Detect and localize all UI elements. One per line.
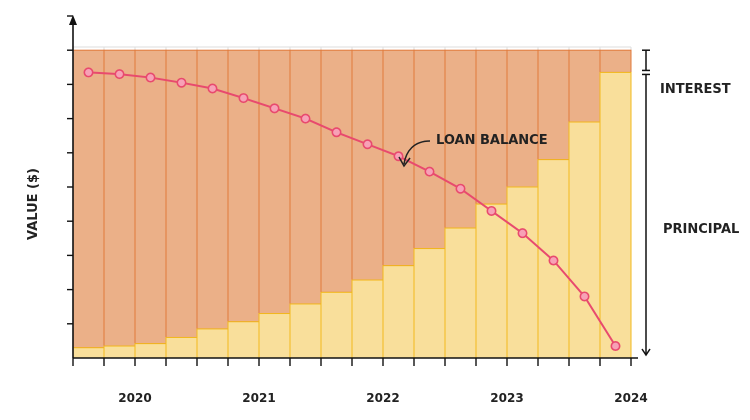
interest-bar <box>568 49 601 123</box>
interest-bar <box>444 49 477 229</box>
principal-bar <box>351 279 384 359</box>
interest-label: INTEREST <box>660 82 731 97</box>
interest-bar <box>72 49 105 349</box>
loan-balance-point <box>269 103 280 114</box>
interest-bar <box>289 49 322 305</box>
loan-balance-point <box>114 69 125 80</box>
x-tick-label: 2020 <box>118 391 151 405</box>
loan-balance-arrow <box>403 140 431 165</box>
interest-bar <box>165 49 198 338</box>
loan-balance-point <box>176 77 187 88</box>
loan-balance-point <box>300 113 311 124</box>
loan-balance-label: LOAN BALANCE <box>436 133 548 148</box>
y-axis-arrowhead <box>69 15 77 25</box>
interest-bar <box>475 49 508 205</box>
loan-balance-point <box>548 255 559 266</box>
loan-balance-point <box>362 139 373 150</box>
bars-layer <box>72 49 632 359</box>
loan-balance-point <box>393 151 404 162</box>
x-tick-label: 2023 <box>490 391 523 405</box>
principal-bar <box>196 328 229 359</box>
loan-balance-line <box>88 71 617 347</box>
principal-bar <box>103 345 136 359</box>
loan-balance-point <box>331 127 342 138</box>
loan-balance-point <box>238 93 249 104</box>
principal-bar <box>165 336 198 359</box>
axes-layer <box>67 15 651 366</box>
x-tick-label: 2022 <box>366 391 399 405</box>
interest-bar <box>134 49 167 345</box>
principal-bar <box>134 343 167 359</box>
interest-bar <box>413 49 446 250</box>
interest-bar <box>196 49 229 330</box>
interest-bar <box>227 49 260 323</box>
loan-balance-point <box>207 83 218 94</box>
loan-balance-point <box>83 67 94 78</box>
principal-bar <box>227 321 260 359</box>
loan-balance-point <box>610 341 621 352</box>
x-tick-labels: 2020 2021 2022 2023 2024 <box>118 391 647 405</box>
principal-bar <box>568 121 601 359</box>
principal-bar <box>444 227 477 359</box>
y-axis-label: VALUE ($) <box>26 168 41 240</box>
principal-bar <box>72 347 105 359</box>
x-tick-label: 2021 <box>242 391 275 405</box>
interest-bar <box>599 49 632 73</box>
loan-balance-point <box>579 291 590 302</box>
interest-bar <box>506 49 539 188</box>
loan-balance-point <box>424 166 435 177</box>
principal-bar <box>506 186 539 359</box>
principal-bar <box>320 291 353 359</box>
principal-bar <box>258 313 291 359</box>
interest-bar <box>320 49 353 293</box>
loan-balance-point <box>517 228 528 239</box>
principal-bar <box>289 303 322 359</box>
loan-balance-point <box>145 72 156 83</box>
principal-bar <box>382 265 415 359</box>
principal-bracket-arrow <box>641 348 651 357</box>
x-tick-label: 2024 <box>614 391 647 405</box>
interest-bar <box>351 49 384 281</box>
principal-bar <box>599 71 632 359</box>
balance-line-layer <box>83 67 621 352</box>
principal-bar <box>413 248 446 359</box>
loan-balance-arrowhead <box>398 156 411 168</box>
interest-bar <box>258 49 291 315</box>
principal-label: PRINCIPAL <box>663 222 739 237</box>
loan-balance-point <box>455 183 466 194</box>
principal-bar <box>475 203 508 359</box>
loan-balance-point <box>486 205 497 216</box>
interest-bar <box>103 49 136 347</box>
